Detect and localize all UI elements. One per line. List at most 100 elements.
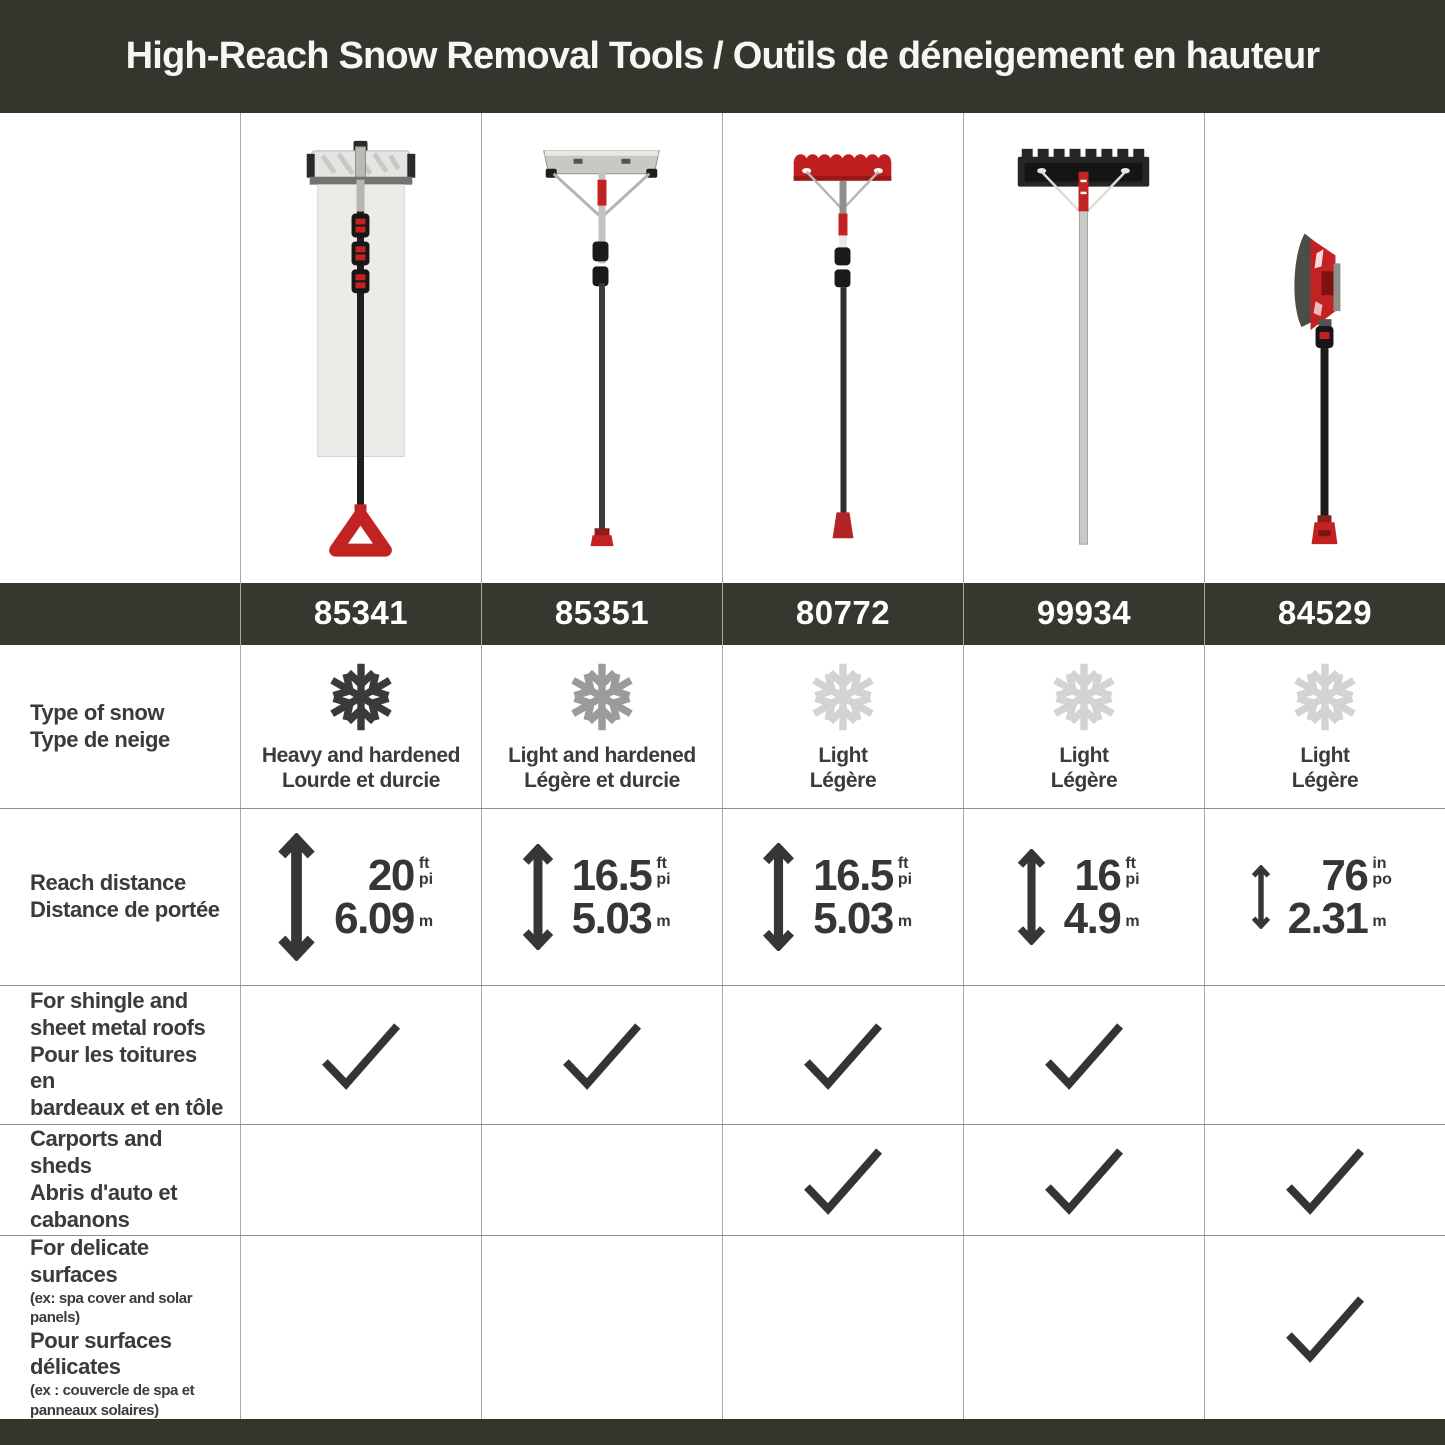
reach-cell: 76 in po 2.31 m — [1204, 809, 1445, 985]
check-cell — [240, 986, 481, 1124]
check-icon — [1040, 1143, 1128, 1217]
check-cell — [1204, 1236, 1445, 1419]
check-icon — [558, 1018, 646, 1092]
snow-type-fr: Légère — [1050, 768, 1118, 792]
snow-type-fr: Légère — [809, 768, 877, 792]
check-cell — [722, 1236, 963, 1419]
check-cell — [722, 1125, 963, 1235]
snow-pusher-icon — [1294, 233, 1341, 545]
row-label-en: For delicate surfaces — [30, 1236, 149, 1287]
snow-type-fr: Légère — [1291, 768, 1359, 792]
snow-type-en: Light — [1059, 743, 1109, 767]
check-icon — [317, 1018, 405, 1092]
check-icon — [1281, 1143, 1369, 1217]
check-cell — [240, 1236, 481, 1419]
check-cell — [722, 986, 963, 1124]
product-images-row — [0, 113, 1445, 583]
row-label-carports: Carports and sheds Abris d'auto et caban… — [0, 1125, 240, 1235]
page-title: High-Reach Snow Removal Tools / Outils d… — [125, 35, 1321, 77]
check-cell — [481, 1125, 722, 1235]
row-label-fr: cabanons — [30, 1206, 130, 1232]
snowflake-icon — [565, 660, 639, 734]
row-label-fr: Distance de portée — [30, 897, 220, 922]
check-icon — [799, 1143, 887, 1217]
snowflake-icon — [1288, 660, 1362, 734]
unit-metric: m — [418, 913, 434, 931]
snow-type-en: Heavy and hardened — [261, 743, 461, 767]
reach-cell: 16.5 ft pi 5.03 m — [722, 809, 963, 985]
unit-en: ft — [1125, 854, 1136, 872]
product-image-84529 — [1204, 113, 1445, 583]
reach-metric: 2.31 — [1287, 894, 1369, 943]
double-arrow-icon — [1015, 849, 1048, 945]
reach-values: 16.5 ft pi 5.03 m — [813, 853, 926, 940]
row-label-delicate: For delicate surfaces (ex: spa cover and… — [0, 1236, 240, 1419]
title-bar: High-Reach Snow Removal Tools / Outils d… — [0, 0, 1445, 113]
row-label-fr: délicates — [30, 1354, 121, 1380]
snow-type-cell: Light Légère — [963, 645, 1204, 808]
reach-metric: 5.03 — [571, 894, 653, 943]
reach-metric: 4.9 — [1063, 894, 1122, 943]
row-label-fr: Pour les toitures en — [30, 1041, 197, 1094]
snow-type-cell: Light and hardened Légère et durcie — [481, 645, 722, 808]
spacer-cell — [0, 113, 240, 583]
unit-metric: m — [1372, 913, 1387, 931]
check-cell — [481, 1236, 722, 1419]
check-icon — [1281, 1291, 1369, 1365]
row-label-en-note: (ex: spa cover and solar panels) — [30, 1289, 193, 1327]
snow-type-fr: Légère et durcie — [524, 768, 680, 792]
unit-metric: m — [1125, 913, 1140, 931]
row-label-fr: Abris d'auto et — [30, 1180, 178, 1205]
reach-values: 20 ft pi 6.09 m — [334, 853, 447, 943]
unit-fr: pi — [1125, 871, 1140, 889]
snow-type-cell: Light Légère — [722, 645, 963, 808]
footer-bar — [0, 1419, 1445, 1445]
unit-fr: pi — [897, 871, 913, 889]
reach-cell: 20 ft pi 6.09 m — [240, 809, 481, 985]
reach-values: 76 in po 2.31 m — [1287, 853, 1401, 943]
carports-row: Carports and sheds Abris d'auto et caban… — [0, 1124, 1445, 1235]
check-cell — [481, 986, 722, 1124]
row-label-fr: Pour surfaces — [30, 1327, 172, 1353]
check-icon — [799, 1018, 887, 1092]
double-arrow-icon — [520, 844, 556, 950]
product-sku: 80772 — [722, 583, 963, 645]
row-label-fr: bardeaux et en tôle — [30, 1095, 223, 1121]
unit-fr: po — [1372, 871, 1392, 889]
snowflake-icon — [324, 660, 398, 734]
unit-en: ft — [656, 854, 667, 872]
product-image-85351 — [481, 113, 722, 583]
reach-distance-row: Reach distance Distance de portée 20 ft p… — [0, 808, 1445, 985]
row-label-en: Carports and sheds — [30, 1126, 163, 1179]
unit-metric: m — [897, 913, 913, 931]
product-sku: 84529 — [1204, 583, 1445, 645]
unit-en: ft — [897, 854, 909, 872]
snow-type-en: Light and hardened — [508, 743, 696, 767]
type-of-snow-row: Type of snow Type de neige Heavy and har… — [0, 645, 1445, 808]
row-label-en: Type of snow — [30, 699, 165, 725]
product-sku: 99934 — [963, 583, 1204, 645]
reach-cell: 16.5 ft pi 5.03 m — [481, 809, 722, 985]
row-label-fr-note: (ex : couvercle de spa et panneaux solai… — [30, 1382, 195, 1419]
red-rake-icon — [793, 154, 892, 539]
product-sku: 85351 — [481, 583, 722, 645]
sku-bar: 85341 85351 80772 99934 84529 — [0, 583, 1445, 645]
snow-type-fr: Lourde et durcie — [281, 768, 441, 792]
row-label-en: For shingle and — [30, 987, 188, 1013]
roof-rake-slide-sheet-icon — [306, 140, 416, 557]
snowflake-icon — [806, 660, 880, 734]
check-cell — [963, 1236, 1204, 1419]
aluminum-rake-icon — [543, 150, 660, 547]
shingle-roofs-row: For shingle and sheet metal roofs Pour l… — [0, 985, 1445, 1124]
unit-en: in — [1372, 854, 1387, 872]
product-image-80772 — [722, 113, 963, 583]
double-arrow-icon — [1250, 865, 1272, 929]
snow-type-cell: Heavy and hardened Lourde et durcie — [240, 645, 481, 808]
snow-type-cell: Light Légère — [1204, 645, 1445, 808]
reach-values: 16 ft pi 4.9 m — [1063, 853, 1154, 943]
row-label-reach: Reach distance Distance de portée — [0, 809, 240, 985]
reach-metric: 6.09 — [334, 894, 415, 943]
row-label-fr: Type de neige — [30, 726, 170, 752]
black-rake-icon — [1017, 148, 1150, 545]
